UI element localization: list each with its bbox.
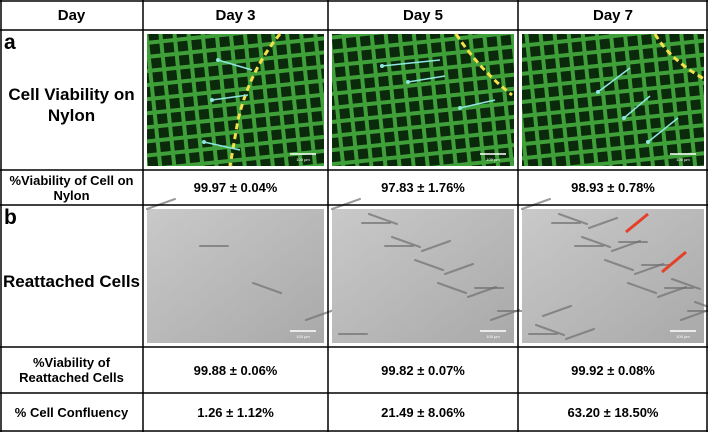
row-label: % Cell Confluency <box>14 405 129 420</box>
cell-shape <box>671 278 701 290</box>
arrow-head <box>596 90 600 94</box>
phase-image <box>522 209 704 343</box>
row-label: Reattached Cells <box>3 271 140 291</box>
boundary-line <box>454 33 513 97</box>
arrow-head <box>406 80 410 84</box>
scale-bar-label: 100 µm <box>486 157 500 162</box>
cell-shape <box>421 240 451 252</box>
stat-value: 63.20 ± 18.50% <box>567 405 659 420</box>
arrow-head <box>622 116 626 120</box>
arrow <box>661 250 687 274</box>
arrow-head <box>210 98 214 102</box>
arrow-head <box>202 140 206 144</box>
boundary-line <box>228 33 282 167</box>
arrow <box>407 75 446 83</box>
cell-shape <box>542 305 572 317</box>
column-header: Day 3 <box>215 6 256 24</box>
phase-image <box>147 209 324 343</box>
arrow-head <box>216 58 220 62</box>
cell-shape <box>588 217 618 229</box>
cell-shape <box>565 328 595 340</box>
scale-bar-label: 100 µm <box>676 334 690 339</box>
stat-value: 98.93 ± 0.78% <box>571 180 655 195</box>
row-label: %Viability of Reattached Cells <box>19 355 124 385</box>
stat-value: 99.82 ± 0.07% <box>381 362 465 378</box>
fluorescence-image <box>522 34 704 166</box>
cell-shape <box>558 213 588 225</box>
cell-shape <box>331 198 361 210</box>
stat-value: 99.88 ± 0.06% <box>193 362 278 378</box>
arrow-head <box>646 140 650 144</box>
cell-shape <box>694 301 708 308</box>
cell-shape <box>581 236 611 248</box>
arrow <box>647 117 679 143</box>
column-header: Day 5 <box>402 6 444 24</box>
panel-letter: a <box>4 31 16 54</box>
phase-image <box>332 209 514 343</box>
arrow-head <box>380 64 384 68</box>
arrow <box>217 59 253 71</box>
cell-shape <box>521 198 551 210</box>
cell-shape <box>604 259 634 271</box>
cell-shape <box>391 236 421 248</box>
cell-shape <box>252 282 282 294</box>
cell-shape <box>437 282 467 294</box>
stat-value: 97.83 ± 1.76% <box>381 180 465 195</box>
stat-value: 99.92 ± 0.08% <box>571 362 655 378</box>
arrow <box>381 59 441 67</box>
fluorescence-image <box>332 34 514 166</box>
cell-shape <box>305 309 335 321</box>
arrow <box>625 212 649 234</box>
scale-bar-label: 100 µm <box>296 157 310 162</box>
cell-shape <box>368 213 398 225</box>
fluorescence-image <box>147 34 324 166</box>
arrow <box>597 67 631 93</box>
boundary-line <box>653 33 707 82</box>
cell-shape <box>414 259 444 271</box>
row-label: Cell Viability on Nylon <box>8 85 135 125</box>
arrow <box>203 141 241 151</box>
column-header: Day 7 <box>592 6 634 24</box>
column-header: Day <box>57 6 86 24</box>
scale-bar-label: 100 µm <box>486 334 500 339</box>
stat-value: 21.49 ± 8.06% <box>381 405 465 420</box>
arrow <box>459 99 496 109</box>
row-label: %Viability of Cell on Nylon <box>9 172 134 203</box>
arrow <box>211 94 249 101</box>
panel-letter: b <box>4 206 17 229</box>
arrow-head <box>458 106 462 110</box>
stat-value: 1.26 ± 1.12% <box>197 405 274 420</box>
stat-value: 99.97 ± 0.04% <box>193 180 278 195</box>
cell-shape <box>535 324 565 336</box>
arrow <box>623 95 651 119</box>
scale-bar-label: 100 µm <box>676 157 690 162</box>
cell-shape <box>627 282 657 294</box>
cell-shape <box>146 198 176 210</box>
cell-shape <box>444 263 474 275</box>
scale-bar-label: 100 µm <box>296 334 310 339</box>
